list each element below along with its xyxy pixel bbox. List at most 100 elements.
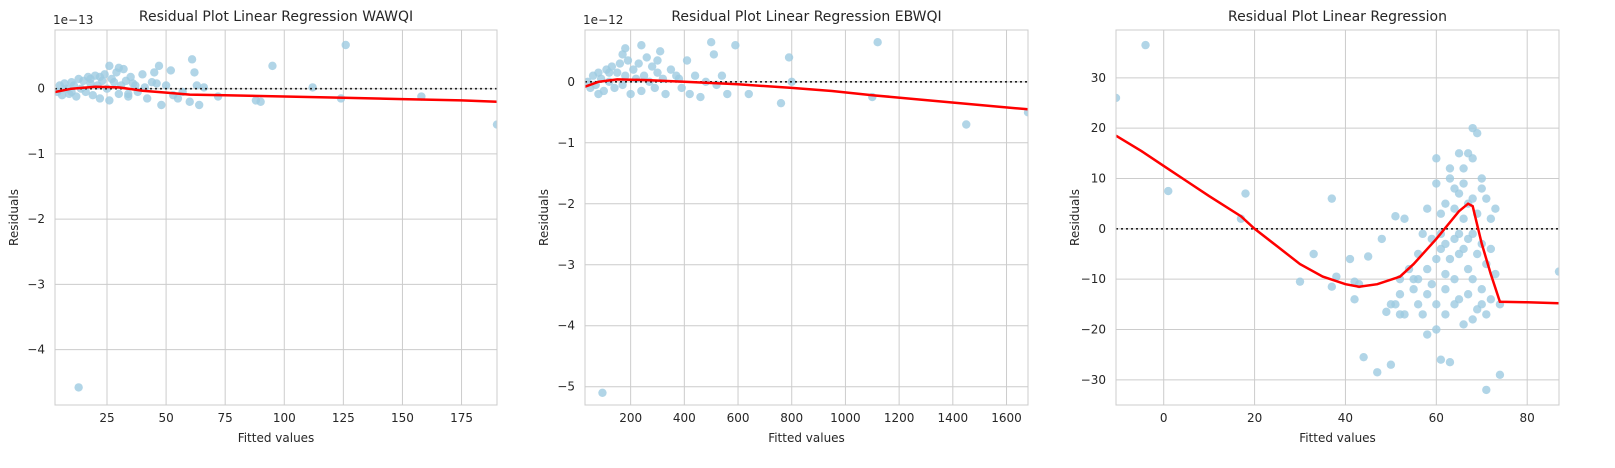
plot-area bbox=[1116, 40, 1559, 395]
residual-point bbox=[1400, 214, 1409, 223]
y-tick-label: −20 bbox=[1081, 322, 1106, 336]
residual-point bbox=[1141, 40, 1150, 50]
y-tick-label: −1 bbox=[557, 136, 575, 150]
residual-point bbox=[1491, 269, 1500, 279]
y-tick-label: −3 bbox=[557, 258, 575, 272]
residual-point bbox=[647, 62, 657, 71]
residual-point bbox=[1436, 355, 1446, 364]
residual-point bbox=[1400, 310, 1409, 319]
residual-point bbox=[685, 89, 694, 99]
residual-point bbox=[1482, 194, 1491, 203]
residual-point bbox=[618, 50, 627, 59]
residual-point bbox=[1477, 174, 1486, 183]
residual-point bbox=[634, 59, 643, 68]
y-offset-label: 1e−12 bbox=[583, 13, 623, 27]
residual-point bbox=[709, 50, 719, 59]
residual-point bbox=[1459, 320, 1468, 329]
residual-point bbox=[690, 71, 700, 80]
lowess-fit-line bbox=[1116, 134, 1559, 305]
y-tick-label: 10 bbox=[1091, 171, 1106, 185]
residual-point bbox=[1486, 295, 1496, 304]
x-tick-label: 1600 bbox=[991, 411, 1022, 425]
residual-point bbox=[1486, 214, 1496, 223]
x-tick-label: 0 bbox=[1160, 411, 1168, 425]
residual-point bbox=[1386, 360, 1396, 369]
x-axis-label: Fitted values bbox=[238, 431, 315, 445]
residual-point bbox=[199, 83, 209, 92]
residual-point bbox=[1423, 290, 1432, 299]
residual-point bbox=[594, 89, 603, 99]
lowess-fit-line bbox=[55, 85, 497, 103]
residual-point bbox=[731, 41, 740, 50]
residual-point bbox=[1445, 164, 1455, 173]
residual-point bbox=[610, 83, 619, 93]
residual-point bbox=[655, 47, 665, 56]
residual-point bbox=[1423, 264, 1432, 274]
residual-plot-1: 25 50 75 100 125 150 175 0 −1 −2 −3 −4 1e−13 Residual… bbox=[7, 9, 498, 445]
x-tick-label: 60 bbox=[1429, 411, 1444, 425]
residual-point bbox=[1491, 204, 1500, 213]
residual-point bbox=[776, 98, 786, 108]
x-tick-label: 175 bbox=[450, 411, 473, 425]
y-tick-label: 30 bbox=[1091, 71, 1106, 85]
y-axis-label: Residuals bbox=[1068, 189, 1082, 246]
residual-point bbox=[637, 41, 646, 50]
residual-point bbox=[105, 61, 114, 71]
residual-point bbox=[1391, 212, 1400, 221]
residual-point bbox=[1454, 149, 1464, 158]
residual-point bbox=[114, 63, 124, 73]
residual-point bbox=[1473, 249, 1482, 259]
residual-point bbox=[1477, 285, 1486, 294]
residual-point bbox=[1445, 174, 1455, 183]
residual-point bbox=[138, 70, 147, 79]
residual-point bbox=[256, 97, 265, 106]
residual-point bbox=[1413, 274, 1423, 284]
x-tick-label: 80 bbox=[1520, 411, 1535, 425]
chart-title: Residual Plot Linear Regression WAWQI bbox=[139, 9, 413, 25]
x-axis-label: Fitted values bbox=[1299, 431, 1376, 445]
residual-point bbox=[1327, 194, 1337, 203]
residual-point bbox=[126, 72, 135, 82]
chart-title: Residual Plot Linear Regression EBWQI bbox=[671, 9, 941, 25]
residual-point bbox=[661, 89, 670, 99]
residual-point bbox=[650, 83, 660, 93]
plot-area bbox=[55, 40, 497, 392]
residual-point bbox=[1454, 229, 1464, 239]
residual-point bbox=[873, 37, 882, 47]
residual-point bbox=[1432, 300, 1441, 309]
residual-point bbox=[268, 61, 277, 71]
x-tick-label: 75 bbox=[218, 411, 233, 425]
residual-point bbox=[1377, 234, 1387, 244]
residual-plot-3: 0 20 40 60 80 30 20 10 0 −10 −20 −30 Residual Plot L… bbox=[1068, 9, 1560, 445]
residual-point bbox=[95, 94, 105, 103]
residual-point bbox=[1450, 274, 1459, 284]
residual-point bbox=[1436, 209, 1446, 218]
residual-point bbox=[1427, 279, 1436, 289]
residual-point bbox=[1477, 184, 1486, 193]
residual-point bbox=[173, 94, 183, 103]
x-tick-label: 20 bbox=[1247, 411, 1262, 425]
residual-point bbox=[1350, 295, 1359, 304]
residual-point bbox=[1418, 229, 1427, 239]
residual-point bbox=[1391, 300, 1400, 309]
residual-point bbox=[1459, 244, 1468, 254]
y-tick-label: −4 bbox=[27, 343, 45, 357]
residual-point bbox=[1441, 310, 1450, 319]
residual-point bbox=[1450, 184, 1459, 193]
y-tick-label: 0 bbox=[1098, 222, 1106, 236]
residual-point bbox=[666, 65, 676, 74]
residual-point bbox=[57, 91, 67, 100]
residual-point bbox=[1473, 128, 1482, 138]
x-tick-label: 150 bbox=[391, 411, 414, 425]
residual-point bbox=[88, 91, 98, 100]
residual-point bbox=[213, 92, 223, 101]
x-axis-label: Fitted values bbox=[768, 431, 845, 445]
x-tick-label: 600 bbox=[727, 411, 750, 425]
residual-point bbox=[1432, 179, 1441, 188]
residual-point bbox=[1459, 164, 1468, 173]
chart-title: Residual Plot Linear Regression bbox=[1228, 9, 1447, 25]
residual-point bbox=[706, 37, 716, 47]
residual-point bbox=[1445, 254, 1455, 264]
residual-point bbox=[1432, 154, 1441, 163]
